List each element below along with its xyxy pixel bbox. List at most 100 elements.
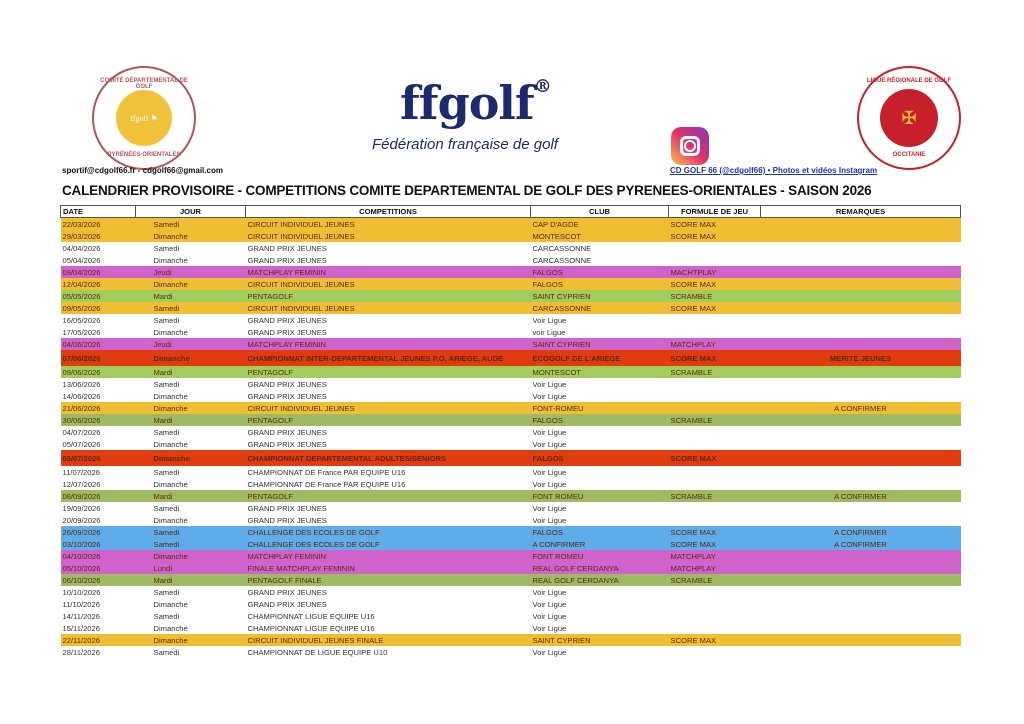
cell-date: 10/10/2026 <box>62 587 101 597</box>
cell-jour: Mardi <box>153 491 173 501</box>
cell-competition: GRAND PRIX JEUNES <box>247 391 327 401</box>
cell-competition: PENTAGOLF <box>247 491 293 501</box>
cell-club: FALGOS <box>532 527 563 537</box>
cell-date: 11/07/2026 <box>62 467 100 477</box>
cell-jour: Dimanche <box>153 599 188 609</box>
cell-formule: SCRAMBLE <box>670 415 713 425</box>
cell-competition: GRAND PRIX JEUNES <box>247 503 327 513</box>
cell-club: FALGOS <box>532 415 563 425</box>
cell-club: Voir Ligue <box>532 587 567 597</box>
cell-formule <box>669 390 761 402</box>
cell-remarques <box>761 414 961 426</box>
cell-formule: SCORE MAX <box>670 279 717 289</box>
cell-club: FONT-ROMEU <box>532 403 584 413</box>
cell-jour: Dimanche <box>153 353 190 363</box>
cell-jour: Samedi <box>153 243 180 253</box>
cell-jour: Jeudi <box>153 339 172 349</box>
golf-flag-icon: ffgolf ⚑ <box>116 90 172 146</box>
cell-competition: CHALLENGE DES ECOLES DE GOLF <box>247 527 380 537</box>
cell-club: Voir Ligue <box>532 391 567 401</box>
cell-jour: Samedi <box>153 219 180 229</box>
cell-formule: SCORE MAX <box>670 453 717 463</box>
cell-date: 14/06/2026 <box>62 391 101 401</box>
cell-date: 16/05/2026 <box>62 315 101 325</box>
instagram-icon[interactable] <box>671 127 709 165</box>
cell-competition: CHAMPIONNAT INTER-DEPARTEMENTAL JEUNES P… <box>247 353 504 363</box>
table-row: 11/10/2026 Dimanche GRAND PRIX JEUNES Voir … <box>61 598 961 610</box>
cell-remarques <box>761 646 961 658</box>
table-row: 11/07/2026 Samedi CHAMPIONNAT DE France PA… <box>61 466 961 478</box>
contact-email: sportif@cdgolf66.fr - cdgolf66@gmail.com <box>62 166 223 175</box>
table-row: 12/07/2026 Dimanche CHAMPIONNAT DE France … <box>61 478 961 490</box>
cell-date: 05/07/2026 <box>62 439 101 449</box>
col-jour: JOUR <box>135 205 246 218</box>
cell-club: Voir Ligue <box>532 427 567 437</box>
cell-jour: Dimanche <box>153 453 190 463</box>
cell-remarques <box>761 574 961 586</box>
cell-date: 22/11/2026 <box>62 635 100 645</box>
cell-remarques: A CONFIRMER <box>834 491 887 501</box>
table-row: 21/06/2026 Dimanche CIRCUIT INDIVIDUEL JEU… <box>60 402 961 414</box>
cell-competition: CHAMPIONNAT DEPARTEMENTAL ADULTES/SENIOR… <box>247 453 447 463</box>
cell-jour: Dimanche <box>153 479 188 489</box>
cell-date: 04/04/2026 <box>62 243 101 253</box>
table-row: 03/10/2026 Samedi CHALLENGE DES ECOLES DE … <box>60 538 961 550</box>
cell-competition: PENTAGOLF <box>247 415 293 425</box>
cell-club: REAL GOLF CERDANYA <box>532 563 619 573</box>
cell-remarques <box>761 338 961 350</box>
cell-remarques: A CONFIRMER <box>834 403 887 413</box>
cell-jour: Samedi <box>153 611 180 621</box>
cell-jour: Dimanche <box>153 623 188 633</box>
cell-remarques <box>761 290 961 302</box>
cell-formule: SCORE MAX <box>670 353 717 363</box>
instagram-link[interactable]: CD GOLF 66 (@cdgolf66) • Photos et vidéo… <box>670 166 878 175</box>
cell-remarques <box>761 502 961 514</box>
cell-jour: Dimanche <box>153 515 188 525</box>
cell-competition: CIRCUIT INDIVIDUEL JEUNES <box>247 279 355 289</box>
cell-date: 12/04/2026 <box>62 279 101 289</box>
cell-competition: CIRCUIT INDIVIDUEL JEUNES <box>247 303 355 313</box>
cell-remarques <box>761 314 961 326</box>
cell-club: Voir Ligue <box>532 315 567 325</box>
ffgolf-logo-text: ffgolf <box>400 76 535 130</box>
cell-club: CARCASSONNE <box>532 243 592 253</box>
cell-jour: Mardi <box>153 367 173 377</box>
cell-competition: GRAND PRIX JEUNES <box>247 255 327 265</box>
cell-club: FALGOS <box>532 279 563 289</box>
cell-remarques <box>761 438 961 450</box>
cell-date: 22/03/2026 <box>62 219 101 229</box>
cell-formule: SCORE MAX <box>670 219 717 229</box>
cell-jour: Jeudi <box>153 267 172 277</box>
cell-formule <box>669 254 761 266</box>
occitan-cross-icon: ✠ <box>880 89 938 147</box>
cell-remarques <box>761 586 961 598</box>
cell-formule <box>669 426 761 438</box>
cell-competition: GRAND PRIX JEUNES <box>247 243 327 253</box>
cell-jour: Lundi <box>153 563 173 573</box>
cell-remarques <box>761 302 961 314</box>
table-row: 17/05/2026 Dimanche GRAND PRIX JEUNES voir … <box>61 326 961 338</box>
cell-date: 19/09/2026 <box>62 503 101 513</box>
cell-competition: MATCHPLAY FEMININ <box>247 551 326 561</box>
cell-formule: MATCHPLAY <box>670 563 716 573</box>
cell-remarques <box>761 450 961 466</box>
cell-jour: Dimanche <box>153 255 188 265</box>
cell-formule <box>669 622 761 634</box>
cell-jour: Mardi <box>153 415 173 425</box>
cell-date: 04/10/2026 <box>62 551 101 561</box>
table-row: 26/09/2026 Samedi CHALLENGE DES ECOLES DE … <box>60 526 961 538</box>
cell-remarques <box>761 466 961 478</box>
cell-remarques <box>761 366 961 378</box>
cell-jour: Dimanche <box>153 231 188 241</box>
cell-remarques <box>761 610 961 622</box>
cd-logo-top-text: COMITÉ DÉPARTEMENTAL DE GOLF <box>100 78 188 90</box>
cell-formule: SCRAMBLE <box>670 491 713 501</box>
cell-formule: MATCHPLAY <box>670 551 716 561</box>
cell-date: 05/05/2026 <box>62 291 101 301</box>
cell-competition: FINALE MATCHPLAY FEMININ <box>247 563 355 573</box>
cell-club: SAINT CYPRIEN <box>532 339 591 349</box>
cell-remarques <box>761 254 961 266</box>
cell-remarques <box>761 478 961 490</box>
cell-date: 03/10/2026 <box>62 539 101 549</box>
table-row: 12/04/2026 Dimanche CIRCUIT INDIVIDUEL JEU… <box>60 278 961 290</box>
